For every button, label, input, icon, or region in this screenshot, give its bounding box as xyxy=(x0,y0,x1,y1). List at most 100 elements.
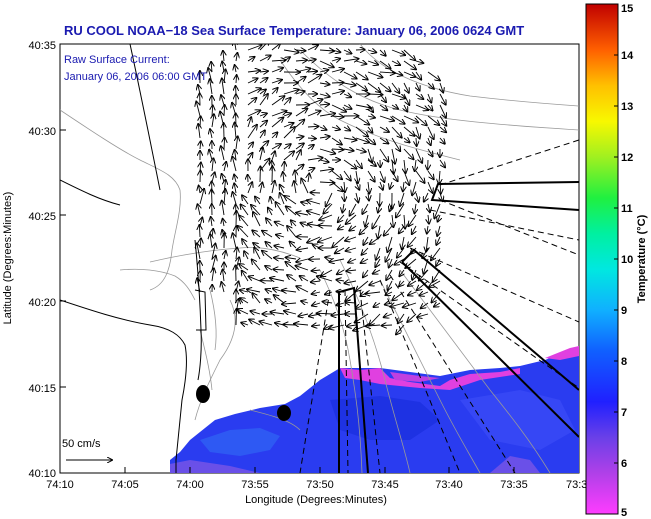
current-vector xyxy=(416,82,420,91)
x-tick-label: 73:35 xyxy=(500,479,528,491)
current-vector xyxy=(295,143,304,150)
current-vector xyxy=(427,170,434,179)
current-vector xyxy=(355,126,368,137)
current-vector xyxy=(344,281,357,283)
current-vector xyxy=(366,325,381,326)
current-vector xyxy=(247,110,260,117)
current-vector xyxy=(239,216,249,227)
current-vector xyxy=(404,159,406,173)
current-vector xyxy=(296,259,309,262)
current-vector xyxy=(403,170,409,185)
current-vector xyxy=(319,182,334,183)
current-vector xyxy=(343,149,354,151)
current-vector xyxy=(434,303,441,307)
current-vector xyxy=(378,203,380,212)
current-vector xyxy=(247,125,257,139)
current-vector xyxy=(210,129,212,139)
current-vector xyxy=(307,99,323,106)
current-vector xyxy=(318,236,333,242)
current-vector xyxy=(355,137,369,142)
current-vector xyxy=(392,159,394,174)
current-vector xyxy=(331,170,342,179)
current-vector xyxy=(307,211,321,216)
current-vector xyxy=(343,59,358,61)
current-vector xyxy=(272,151,275,161)
current-vector xyxy=(335,247,345,253)
current-vector xyxy=(428,137,431,145)
x-axis: 74:10 74:05 74:00 73:55 73:50 73:45 73:4… xyxy=(46,467,587,506)
current-vector xyxy=(415,148,422,163)
current-vector xyxy=(439,170,440,184)
current-vector xyxy=(242,195,249,205)
y-tick-label: 40:20 xyxy=(28,297,56,309)
y-tick-label: 40:10 xyxy=(28,468,56,480)
current-vector xyxy=(271,111,286,117)
current-vector xyxy=(348,259,357,263)
current-vector xyxy=(223,219,224,227)
current-vector xyxy=(374,303,381,307)
current-vector xyxy=(247,45,262,51)
current-vector xyxy=(259,121,267,128)
current-vector xyxy=(347,325,357,326)
current-vector xyxy=(391,49,405,55)
current-vector xyxy=(421,302,429,308)
colorbar-tick-label: 6 xyxy=(621,458,627,470)
current-vector xyxy=(386,292,393,295)
current-vector xyxy=(319,70,328,72)
current-vector xyxy=(367,50,376,52)
current-vector xyxy=(368,181,369,193)
current-vector xyxy=(349,226,357,231)
current-vector xyxy=(284,311,297,314)
current-vector xyxy=(367,71,383,77)
current-vector xyxy=(307,75,321,84)
current-vector xyxy=(307,59,316,61)
current-vector xyxy=(271,96,284,106)
current-vector xyxy=(221,146,224,161)
current-vector xyxy=(224,251,226,260)
current-vector xyxy=(362,203,369,214)
current-vector xyxy=(271,132,277,139)
current-vector xyxy=(409,214,417,226)
current-vector xyxy=(255,197,261,205)
current-vector xyxy=(200,141,201,150)
colorbar-gradient xyxy=(585,3,619,515)
current-vector xyxy=(283,127,295,139)
current-vector xyxy=(307,126,319,127)
current-vector xyxy=(248,117,251,128)
current-vector xyxy=(259,94,268,106)
current-vector xyxy=(259,113,267,116)
current-vector xyxy=(343,159,356,169)
current-vector xyxy=(424,192,428,202)
current-vector xyxy=(272,181,275,194)
current-vector xyxy=(238,226,249,238)
current-vector xyxy=(440,192,443,201)
current-vector xyxy=(295,150,301,161)
current-vector xyxy=(379,60,391,69)
current-vector xyxy=(403,49,415,60)
current-vector xyxy=(247,98,256,106)
coastline xyxy=(60,44,207,473)
current-vector xyxy=(389,258,392,267)
current-vector xyxy=(268,208,272,216)
current-vector xyxy=(295,137,303,139)
current-vector xyxy=(403,126,415,136)
current-vector xyxy=(271,118,283,128)
current-vector xyxy=(280,193,285,205)
current-vector xyxy=(271,44,280,51)
current-vector xyxy=(367,82,380,92)
current-vector xyxy=(326,192,333,207)
current-vector xyxy=(265,299,273,303)
current-vector xyxy=(295,120,304,128)
current-vector xyxy=(355,159,362,168)
current-vector xyxy=(271,60,286,61)
current-vector xyxy=(403,181,404,191)
colorbar-tick-label: 13 xyxy=(621,101,633,113)
current-vector xyxy=(403,82,409,93)
current-vector xyxy=(415,203,417,213)
current-vector xyxy=(247,289,261,292)
current-vector xyxy=(319,94,330,97)
current-vector xyxy=(420,292,429,296)
current-vector xyxy=(431,247,441,260)
current-vector xyxy=(373,270,381,274)
current-vector xyxy=(247,71,260,73)
